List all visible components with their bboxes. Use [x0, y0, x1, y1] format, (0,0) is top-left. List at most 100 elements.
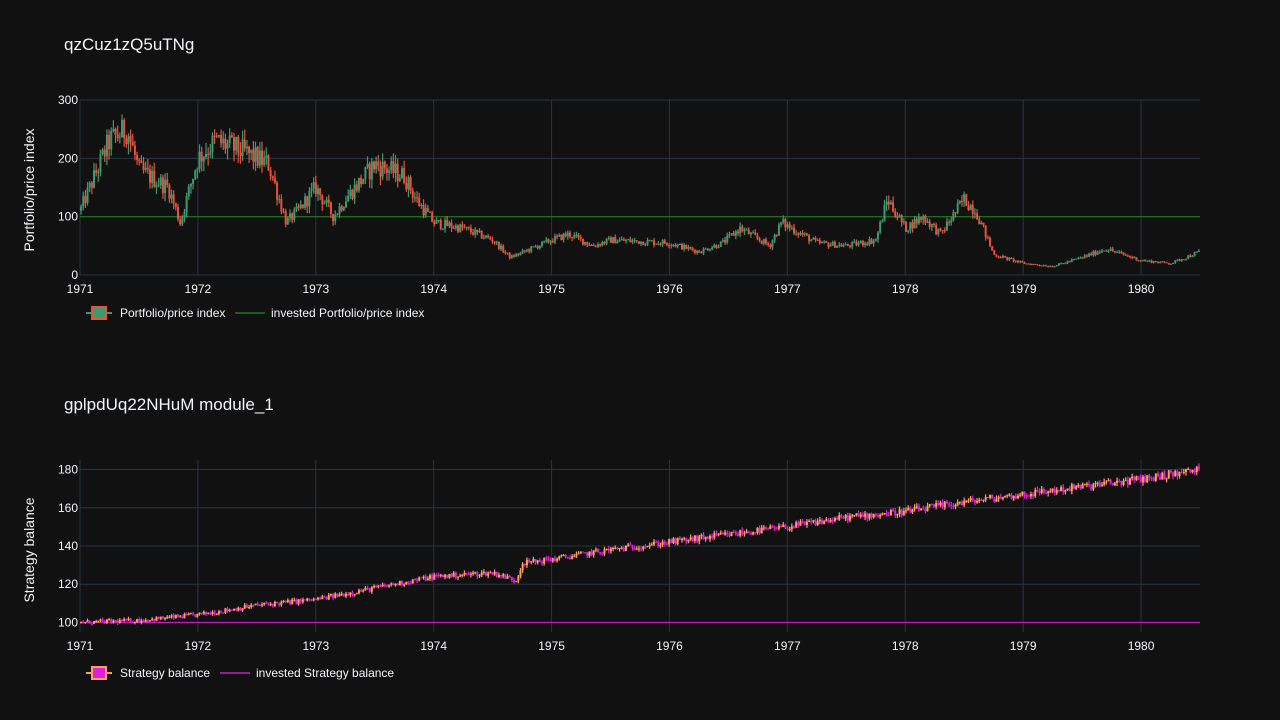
candle-body — [896, 513, 899, 516]
candle-body — [866, 243, 869, 245]
candle-body — [851, 242, 854, 247]
candle-body — [177, 614, 179, 617]
candle-body — [849, 245, 851, 247]
candle-body — [282, 600, 285, 602]
candle-body — [633, 240, 636, 242]
candle-body — [827, 519, 830, 522]
candle-body — [1021, 261, 1024, 263]
candle-body — [1034, 264, 1037, 266]
candle-body — [513, 255, 515, 257]
candle-body — [1079, 484, 1082, 489]
candle-body — [547, 558, 550, 561]
candle-body — [151, 618, 154, 621]
candle-body — [541, 561, 543, 564]
legend-item-invested[interactable]: invested Portfolio/price index — [235, 306, 424, 320]
candle-body — [549, 241, 552, 243]
candle-body — [489, 237, 492, 240]
candle-body — [767, 528, 770, 530]
candle-body — [915, 218, 918, 224]
candle-body — [644, 546, 647, 548]
candle-body — [945, 501, 948, 504]
candle-body — [364, 587, 367, 591]
candle-body — [730, 532, 733, 536]
candle-body — [859, 514, 862, 517]
candle-body — [1042, 265, 1045, 267]
candle-body — [497, 242, 500, 250]
candle-body — [1008, 257, 1011, 260]
candle-body — [368, 587, 371, 592]
candle-body — [301, 599, 304, 602]
candle-body — [571, 556, 574, 560]
candle-body — [454, 225, 457, 229]
candle-body — [971, 204, 974, 214]
candle-body — [558, 556, 561, 559]
candle-body — [541, 241, 543, 246]
candle-body — [439, 574, 442, 576]
x-tick-label: 1973 — [302, 639, 329, 653]
candle-body — [853, 515, 856, 517]
candle-body — [1137, 260, 1140, 262]
candle-body — [678, 537, 681, 540]
candle-body — [993, 498, 996, 502]
candle-body — [950, 504, 953, 506]
candle-body — [213, 612, 216, 615]
candle-body — [1014, 260, 1017, 262]
candle-body — [696, 535, 699, 542]
candle-body — [407, 581, 410, 583]
candle-body — [1122, 480, 1125, 485]
candle-body — [114, 620, 117, 622]
candle-body — [444, 574, 447, 578]
candle-body — [321, 195, 324, 205]
chart-2-title: gplpdUq22NHuM module_1 — [64, 395, 274, 414]
candle-body — [299, 599, 302, 602]
candle-body — [717, 533, 720, 535]
candle-body — [543, 557, 546, 564]
candle-body — [898, 215, 901, 218]
candle-body — [920, 217, 923, 220]
candle-body — [784, 524, 787, 528]
chart-2-legend[interactable]: Strategy balance invested Strategy balan… — [86, 666, 394, 680]
candle-body — [1191, 256, 1194, 258]
candle-body — [1135, 257, 1138, 261]
candle-body — [726, 532, 729, 535]
x-tick-label: 1977 — [774, 282, 801, 296]
candle-body — [334, 215, 337, 222]
candle-body — [706, 248, 709, 251]
candle-body — [84, 196, 87, 204]
candle-body — [879, 221, 882, 233]
candle-body — [448, 574, 451, 578]
candle-body — [461, 574, 464, 576]
candle-body — [308, 598, 311, 600]
candle-body — [609, 548, 612, 552]
candle-body — [1066, 261, 1069, 264]
candle-body — [732, 532, 735, 534]
candle-body — [205, 153, 207, 158]
candle-body — [345, 593, 347, 597]
candle-body — [618, 547, 621, 549]
chart-1-legend[interactable]: Portfolio/price index invested Portfolio… — [86, 306, 424, 320]
candle-body — [622, 239, 625, 241]
legend-item-portfolio[interactable]: Portfolio/price index — [86, 306, 225, 320]
candle-body — [1077, 484, 1080, 487]
candle-body — [284, 600, 287, 603]
candle-body — [745, 229, 748, 231]
candle-body — [861, 241, 864, 245]
candle-body — [808, 520, 811, 522]
legend-item-strategy[interactable]: Strategy balance — [86, 666, 210, 680]
candle-body — [390, 583, 393, 585]
candle-body — [248, 146, 251, 154]
candle-body — [1167, 470, 1170, 479]
candle-body — [215, 614, 218, 616]
candle-body — [405, 581, 408, 585]
x-tick-label: 1973 — [302, 282, 329, 296]
candle-body — [327, 199, 330, 203]
candle-body — [760, 527, 763, 534]
candle-body — [780, 525, 783, 527]
candle-body — [93, 621, 95, 624]
legend-item-invested-strategy[interactable]: invested Strategy balance — [220, 666, 394, 680]
candle-body — [569, 557, 571, 560]
candle-body — [149, 169, 151, 183]
candle-body — [775, 235, 778, 237]
candle-body — [577, 234, 580, 238]
